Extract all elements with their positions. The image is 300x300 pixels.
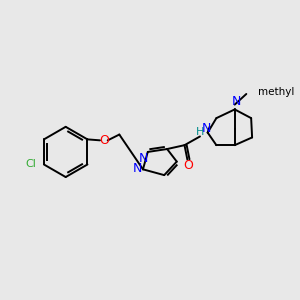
Text: H: H	[196, 127, 204, 136]
Text: N: N	[133, 162, 142, 175]
Text: O: O	[99, 134, 109, 147]
Text: Cl: Cl	[25, 160, 36, 170]
Text: O: O	[183, 159, 193, 172]
Text: N: N	[232, 95, 241, 108]
Text: N: N	[139, 152, 148, 165]
Text: methyl: methyl	[258, 87, 294, 97]
Text: N: N	[202, 122, 211, 135]
